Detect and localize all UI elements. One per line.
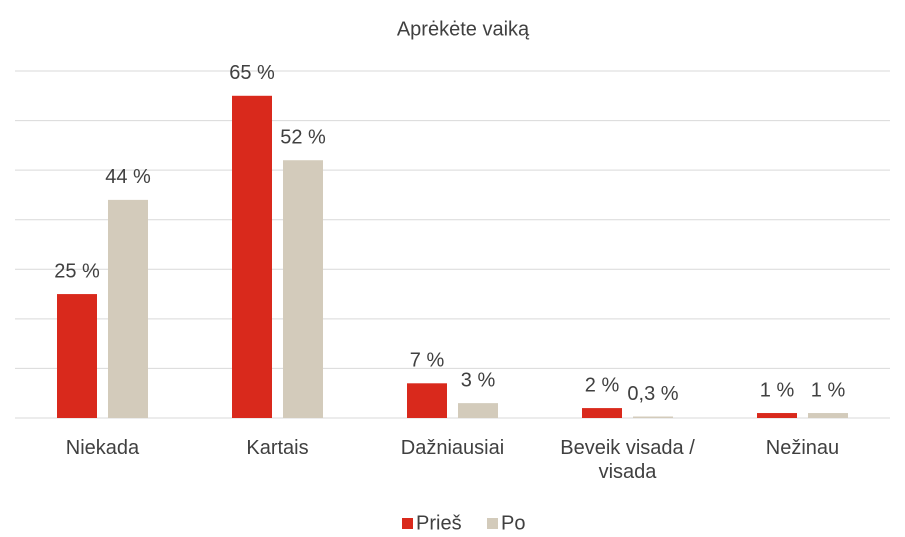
- bar: [458, 403, 498, 418]
- x-tick-label: Kartais: [246, 437, 309, 459]
- bar: [582, 408, 622, 418]
- data-label: 1 %: [760, 379, 795, 401]
- chart-title: Aprėkėte vaiką: [397, 18, 530, 40]
- data-label: 3 %: [461, 369, 496, 391]
- data-label: 0,3 %: [627, 383, 678, 405]
- data-label: 52 %: [280, 127, 326, 149]
- bar: [108, 199, 148, 418]
- legend-swatch: [487, 518, 498, 529]
- legend-label: Po: [501, 512, 525, 534]
- data-label: 1 %: [811, 379, 846, 401]
- bar: [407, 383, 447, 418]
- bar: [808, 413, 848, 418]
- x-tick-label: Nežinau: [765, 437, 840, 459]
- bar: [232, 95, 272, 419]
- bar: [57, 294, 97, 418]
- bar: [757, 413, 797, 418]
- x-tick-label: Niekada: [65, 437, 140, 459]
- legend-label: Prieš: [416, 512, 462, 534]
- legend-swatch: [402, 518, 413, 529]
- x-tick-label: Beveik visada / visada: [560, 437, 695, 483]
- bar: [283, 160, 323, 418]
- data-label: 2 %: [585, 374, 620, 396]
- data-label: 7 %: [410, 350, 445, 372]
- bar: [633, 416, 673, 418]
- x-tick-label: Dažniausiai: [400, 437, 505, 459]
- data-label: 65 %: [229, 62, 275, 84]
- data-label: 44 %: [105, 166, 151, 188]
- data-label: 25 %: [54, 260, 100, 282]
